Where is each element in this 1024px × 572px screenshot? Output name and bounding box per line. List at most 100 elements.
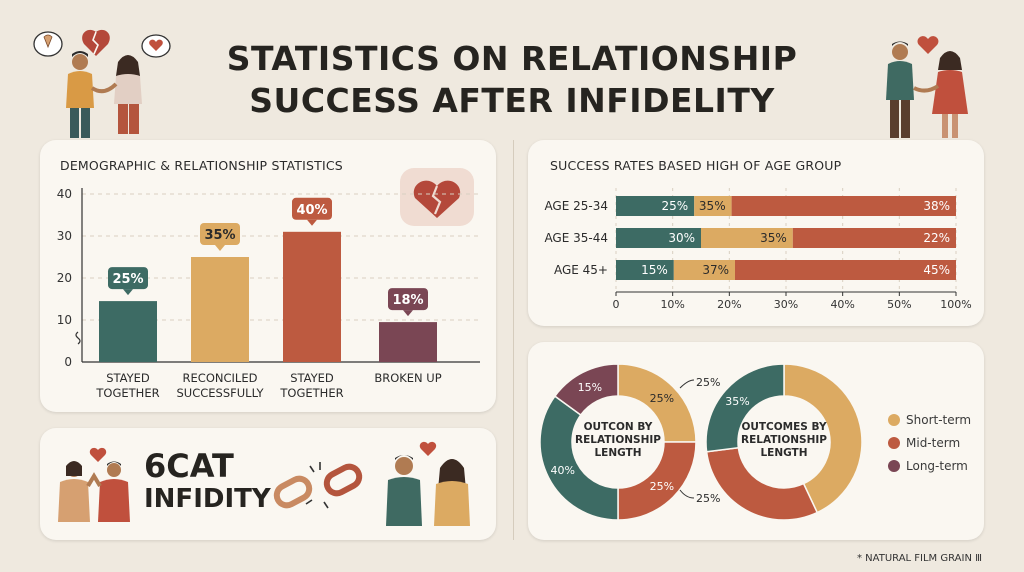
- couple-standing-illustration: [386, 441, 470, 526]
- data-label: 40%: [296, 203, 327, 218]
- outer-label: 25%: [696, 492, 720, 505]
- axis-break: [75, 331, 81, 345]
- bar-chart-title: DEMOGRAPHIC & RELATIONSHIP STATISTICS: [60, 158, 343, 173]
- segment-label: 45%: [923, 263, 950, 277]
- x-tick-label: 20%: [717, 298, 741, 311]
- stacked-segment: [694, 196, 732, 216]
- donut-center-label: OUTCOMES BY RELATIONSHIP LENGTH: [741, 421, 827, 459]
- stacked-segment: [616, 228, 701, 248]
- row-label: AGE 25-34: [544, 199, 608, 213]
- y-tick-label: 40: [57, 187, 72, 201]
- x-tick-label: 50%: [887, 298, 911, 311]
- callout-box: [388, 288, 428, 311]
- donut-hole: [572, 396, 664, 488]
- stacked-segment: [792, 228, 956, 248]
- bar: [283, 231, 341, 362]
- broken-heart-icon: [400, 168, 474, 226]
- broken-chain-icon: [273, 462, 363, 509]
- leader-line: [679, 379, 695, 389]
- couple-illustration-left: [33, 29, 171, 138]
- couple-high-five-illustration: [58, 447, 130, 522]
- stacked-segment: [616, 196, 695, 216]
- x-tick-label: 30%: [774, 298, 798, 311]
- title-line-2: SUCCESS AFTER INFIDELITY: [249, 81, 775, 120]
- segment-label: 15%: [641, 263, 668, 277]
- heart-icon: [419, 441, 437, 456]
- segment-label: 22%: [923, 231, 950, 245]
- heart-icon: [917, 36, 939, 54]
- x-tick-label: 10%: [660, 298, 684, 311]
- donut-slice: [539, 395, 619, 521]
- bar: [379, 322, 437, 362]
- segment-label: 25%: [662, 199, 689, 213]
- legend-item-mid-term: Mid-term: [888, 431, 971, 454]
- callout-box: [200, 223, 240, 245]
- legend-label: Long-term: [906, 458, 968, 473]
- legend-dot: [888, 413, 900, 426]
- category-label: RECONCILED SUCCESSFULLY: [177, 371, 265, 400]
- segment-label: 30%: [668, 231, 695, 245]
- callout-pointer: [123, 289, 133, 296]
- demographic-card: DEMOGRAPHIC & RELATIONSHIP STATISTICS 0 1…: [40, 140, 496, 412]
- x-tick-label: 100%: [940, 298, 971, 311]
- stacked-segment: [701, 228, 793, 248]
- relationship-length-card: 25% 25% 40% 15% OUTCON BY RELATIONSHIP LENGTH 3…: [528, 342, 984, 540]
- headline-line-2: INFIDITY: [144, 484, 271, 514]
- donut-charts: 25% 25% 40% 15% OUTCON BY RELATIONSHIP LENGTH 3…: [539, 363, 863, 521]
- infidelity-headline: 6CAT INFIDITY: [144, 448, 271, 514]
- legend-label: Short-term: [906, 412, 972, 427]
- age-group-card: SUCCESS RATES BASED HIGH OF AGE GROUP 0 1…: [528, 140, 984, 326]
- y-tick-label: 0: [64, 355, 72, 369]
- woman-figure: [932, 51, 968, 138]
- slice-label: 25%: [650, 392, 674, 405]
- man-figure: [66, 51, 94, 138]
- segment-label: 35%: [699, 199, 726, 213]
- legend-item-long-term: Long-term: [888, 454, 971, 477]
- category-label: STAYED TOGETHER: [279, 371, 343, 400]
- stacked-segment: [616, 260, 674, 280]
- legend-label: Mid-term: [906, 435, 961, 450]
- data-label-callout: 25%: [108, 267, 148, 296]
- age-chart-title: SUCCESS RATES BASED HIGH OF AGE GROUP: [550, 158, 842, 173]
- x-tick-label: 0: [613, 298, 620, 311]
- infidelity-card: 6CAT INFIDITY: [40, 428, 496, 540]
- stacked-segment: [731, 196, 956, 216]
- slice-label: 35%: [725, 395, 749, 408]
- data-label: 18%: [392, 293, 423, 308]
- stacked-segment: [673, 260, 735, 280]
- x-tick-label: 40%: [830, 298, 854, 311]
- callout-pointer: [403, 310, 413, 317]
- callout-box: [108, 267, 148, 290]
- slice-label: 15%: [578, 381, 602, 394]
- data-label-callout: 40%: [292, 197, 332, 226]
- data-label: 35%: [204, 228, 235, 243]
- donut-center-label: OUTCON BY RELATIONSHIP LENGTH: [575, 421, 661, 459]
- broken-heart-icon-small: [82, 29, 110, 56]
- title-line-1: STATISTICS ON RELATIONSHIP: [226, 39, 798, 78]
- category-label: STAYED TOGETHER: [95, 371, 159, 400]
- couple-illustration-right: [886, 36, 968, 138]
- headline-line-1: 6CAT: [144, 447, 234, 485]
- speech-bubble-ribbon-icon: [33, 31, 63, 57]
- data-label: 25%: [112, 272, 143, 287]
- leader-line: [679, 489, 695, 499]
- slice-label: 25%: [650, 480, 674, 493]
- donut-legend: Short-term Mid-term Long-term: [888, 408, 971, 477]
- slice-label: 40%: [551, 464, 575, 477]
- section-divider: [513, 140, 514, 540]
- row-label: AGE 45+: [554, 263, 608, 277]
- data-label-callout: 18%: [388, 288, 428, 317]
- footnote: * NATURAL FILM GRAIN Ⅲ: [857, 553, 982, 564]
- speech-bubble-heart-icon: [141, 34, 171, 58]
- bar: [191, 257, 249, 362]
- y-tick-label: 30: [57, 229, 72, 243]
- callout-pointer: [307, 219, 317, 226]
- segment-label: 38%: [923, 199, 950, 213]
- legend-item-short-term: Short-term: [888, 408, 971, 431]
- age-stacked-bar-chart: 0 10% 20% 30% 40% 50% 100% AGE 25-34 25% 35% 38% AG…: [544, 188, 972, 311]
- category-label: BROKEN UP: [374, 371, 441, 385]
- heart-icon: [89, 447, 107, 462]
- callout-pointer: [215, 245, 225, 251]
- stacked-segment: [735, 260, 956, 280]
- legend-dot: [888, 459, 900, 472]
